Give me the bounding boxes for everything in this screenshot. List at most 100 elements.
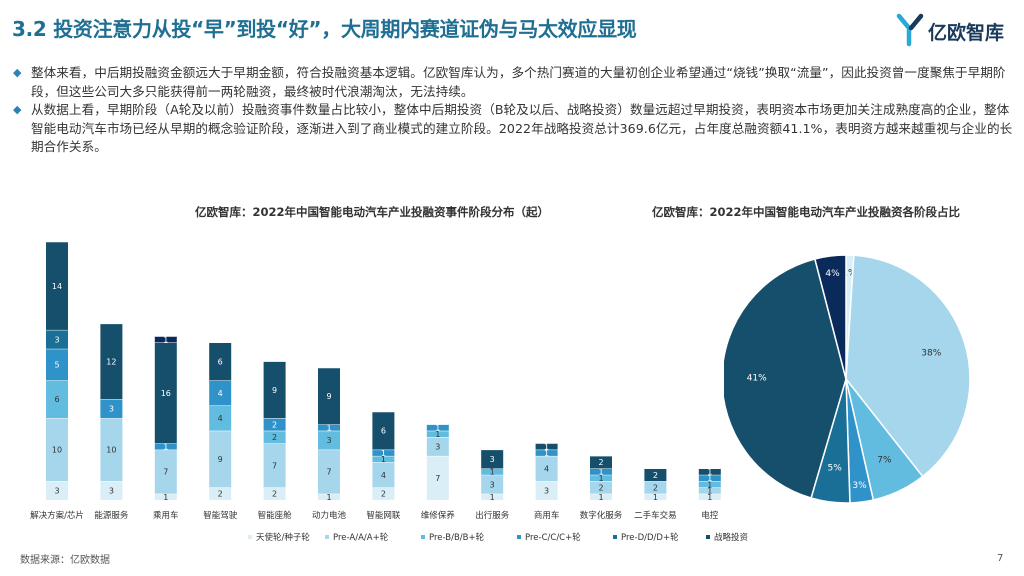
- bar-value-label: 5: [54, 361, 59, 370]
- bar-value-label: 10: [106, 446, 116, 455]
- bar-value-label: 1: [490, 493, 495, 502]
- bar-value-label: 1: [707, 480, 712, 489]
- bar-segment: [698, 481, 721, 488]
- legend-swatch: [325, 535, 329, 539]
- logo-icon: [896, 13, 924, 47]
- bar-segment: [46, 380, 68, 419]
- bar-segment: [154, 449, 177, 494]
- bar-value-label: 3: [435, 442, 440, 451]
- legend-swatch: [248, 535, 252, 539]
- pie-slice-label: 5%: [828, 464, 843, 474]
- x-tick-label: 动力电池: [312, 510, 347, 521]
- bar-segment: [535, 449, 558, 456]
- bar-segment: [372, 449, 395, 456]
- pie-slice-label: 38%: [921, 349, 941, 359]
- bar-value-label: 1: [381, 449, 386, 458]
- bar-value-label: 3: [326, 436, 331, 445]
- x-tick-label: 乘用车: [153, 510, 179, 521]
- bar-segment: [263, 361, 286, 419]
- bar-segment: [318, 424, 340, 431]
- pie-slice-label: 1%: [842, 268, 857, 278]
- legend-label: 天使轮/种子轮: [256, 532, 310, 543]
- bar-segment: [100, 399, 123, 419]
- bar-value-label: 1: [544, 449, 549, 458]
- bar-segment: [154, 336, 177, 343]
- bar-segment: [644, 493, 667, 500]
- bullet-item: ◆ 整体来看，中后期投融资金额远大于早期金额，符合投融资基本逻辑。亿欧智库认为，…: [13, 64, 1013, 101]
- x-tick-label: 出行服务: [475, 510, 510, 521]
- bar-value-label: 1: [381, 455, 386, 464]
- bar-value-label: 1: [707, 493, 712, 502]
- bar-segment: [698, 493, 721, 500]
- bar-segment: [318, 449, 340, 494]
- legend-swatch: [421, 535, 425, 539]
- bar-segment: [209, 380, 232, 406]
- bar-segment: [372, 487, 395, 500]
- bar-segment: [263, 487, 286, 500]
- bar-segment: [535, 481, 558, 500]
- pie-slice: [724, 258, 847, 499]
- bar-value-label: 1: [435, 430, 440, 439]
- bullet-list: ◆ 整体来看，中后期投融资金额远大于早期金额，符合投融资基本逻辑。亿欧智库认为，…: [13, 64, 1013, 157]
- logo: 亿欧智库: [896, 12, 1016, 48]
- bar-segment: [100, 323, 123, 400]
- bar-segment: [372, 411, 395, 450]
- bar-segment: [263, 443, 286, 488]
- pie-chart: 1% 38% 7% 3% 5% 41% 4%: [724, 254, 971, 504]
- page-title: 3.2 投资注意力从投“早”到投“好”，大周期内赛道证伪与马太效应显现: [12, 17, 637, 41]
- legend-swatch: [706, 535, 710, 539]
- x-tick-label: 数字化服务: [580, 510, 623, 521]
- bar-value-label: 3: [109, 405, 114, 414]
- x-tick-label: 智能座舱: [258, 510, 293, 521]
- bar-value-label: 1: [326, 493, 331, 502]
- bar-value-label: 1: [598, 474, 603, 483]
- legend-swatch: [517, 535, 521, 539]
- pie-slice-label: 3%: [852, 481, 867, 491]
- bar-value-label: 14: [52, 282, 62, 291]
- bar-value-label: 1: [598, 493, 603, 502]
- bar-segment: [426, 437, 449, 456]
- bar-segment: [481, 493, 504, 500]
- x-tick-label: 二手车交易: [634, 510, 677, 521]
- bar-segment: [426, 424, 449, 431]
- bar-segment: [590, 481, 612, 494]
- bar-segment: [372, 455, 395, 463]
- bar-value-label: 1: [163, 493, 168, 502]
- bar-value-label: 3: [109, 487, 114, 496]
- bar-value-label: 1: [598, 468, 603, 477]
- bullet-text: 从数据上看，早期阶段（A轮及以前）投融资事件数量占比较小，整体中后期投资（B轮及…: [31, 102, 1013, 155]
- legend-label: Pre-B/B/B+轮: [429, 532, 485, 543]
- bar-segment: [154, 493, 177, 500]
- x-tick-label: 维修保养: [421, 510, 456, 521]
- bar-segment: [481, 474, 504, 494]
- bar-value-label: 1: [707, 474, 712, 483]
- bar-segment: [590, 455, 612, 469]
- bar-segment: [426, 430, 449, 437]
- bar-value-label: 2: [381, 490, 386, 499]
- bar-value-label: 4: [381, 471, 386, 480]
- logo-text: 亿欧智库: [928, 22, 1005, 44]
- bar-segment: [154, 342, 177, 444]
- bar-value-label: 1: [326, 424, 331, 433]
- bar-value-label: 3: [490, 480, 495, 489]
- bar-segment: [100, 418, 123, 482]
- bar-value-label: 9: [326, 392, 331, 401]
- bar-segment: [590, 468, 612, 475]
- bar-segment: [318, 367, 340, 425]
- bar-segment: [698, 474, 721, 482]
- x-tick-label: 智能驾驶: [203, 510, 238, 521]
- bar-value-label: 3: [54, 335, 59, 344]
- bar-value-label: 2: [598, 458, 603, 467]
- bar-value-label: 2: [272, 420, 277, 429]
- x-tick-label: 电控: [701, 510, 719, 521]
- bar-segment: [698, 468, 721, 475]
- bar-value-label: 7: [435, 474, 440, 483]
- bar-segment: [590, 493, 612, 500]
- bar-segment: [426, 455, 449, 500]
- bar-segment: [46, 241, 68, 330]
- x-tick-label: 解决方案/芯片: [30, 510, 84, 521]
- bar-segment: [318, 493, 340, 500]
- bar-segment: [698, 487, 721, 494]
- bullet-text: 整体来看，中后期投融资金额远大于早期金额，符合投融资基本逻辑。亿欧智库认为，多个…: [31, 65, 1006, 99]
- bar-segment: [209, 342, 232, 381]
